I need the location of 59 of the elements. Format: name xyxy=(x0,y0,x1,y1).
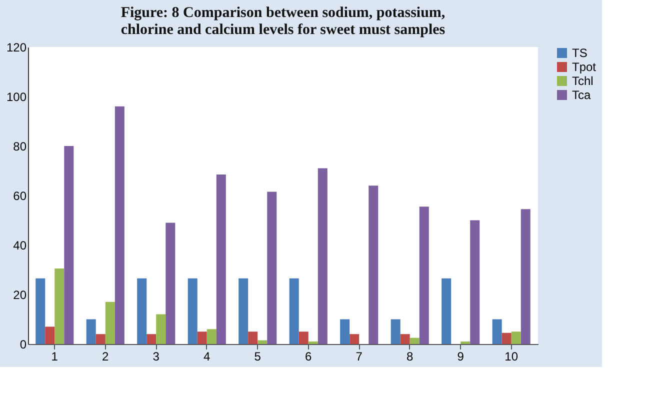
x-tick-label: 10 xyxy=(504,350,518,364)
x-tick-label: 2 xyxy=(102,350,110,364)
y-tick-label: 100 xyxy=(6,90,27,104)
bar xyxy=(318,168,328,344)
text: chlorine and calcium levels for sweet must samples xyxy=(120,22,446,38)
x-tick-label: 7 xyxy=(356,350,363,364)
bar xyxy=(442,278,452,344)
x-tick-label: 5 xyxy=(254,350,262,364)
bar xyxy=(419,206,429,344)
bar xyxy=(86,319,96,344)
bar xyxy=(64,146,74,344)
bar xyxy=(267,192,277,344)
bar xyxy=(238,278,248,344)
bar xyxy=(400,334,410,344)
y-tick-label: 120 xyxy=(6,40,27,54)
bar xyxy=(216,174,226,344)
bar xyxy=(197,332,207,344)
y-tick-label: 40 xyxy=(13,238,27,252)
bar xyxy=(137,278,147,344)
bar xyxy=(188,278,198,344)
bar xyxy=(114,106,124,344)
y-tick-label: 80 xyxy=(13,140,27,154)
bar xyxy=(146,334,156,344)
bar xyxy=(520,209,530,344)
y-tick-label: 20 xyxy=(13,288,27,302)
bar xyxy=(36,278,46,344)
legend-label: Tca xyxy=(572,88,591,102)
bar xyxy=(502,332,512,344)
y-tick-label: 60 xyxy=(13,189,27,203)
x-tick-label: 4 xyxy=(204,350,211,364)
bar xyxy=(105,302,115,344)
bar xyxy=(156,314,166,344)
bar xyxy=(511,332,521,344)
bar xyxy=(390,319,400,344)
x-tick-label: 6 xyxy=(305,350,312,364)
x-tick-label: 9 xyxy=(457,350,464,364)
x-tick-label: 3 xyxy=(152,350,160,364)
bar xyxy=(368,186,378,344)
bar xyxy=(298,332,308,344)
bar xyxy=(45,326,55,344)
legend-label: TS xyxy=(572,46,588,60)
x-tick-label: 8 xyxy=(406,350,414,364)
bar xyxy=(410,338,420,344)
bar xyxy=(470,220,480,344)
legend-label: Tchl xyxy=(572,74,594,88)
bar xyxy=(206,329,216,344)
bar xyxy=(166,222,176,344)
bar xyxy=(492,319,502,344)
bar xyxy=(54,268,64,344)
legend-label: Tpot xyxy=(572,60,597,74)
text: Figure: 8 Comparison between sodium, potassium, xyxy=(120,5,446,21)
y-tick-label: 0 xyxy=(20,338,27,352)
bar xyxy=(248,332,258,344)
x-tick-label: 1 xyxy=(51,350,58,364)
bar xyxy=(96,334,106,344)
bar xyxy=(258,340,268,344)
bar xyxy=(289,278,299,344)
bar xyxy=(350,334,360,344)
bar xyxy=(340,319,350,344)
